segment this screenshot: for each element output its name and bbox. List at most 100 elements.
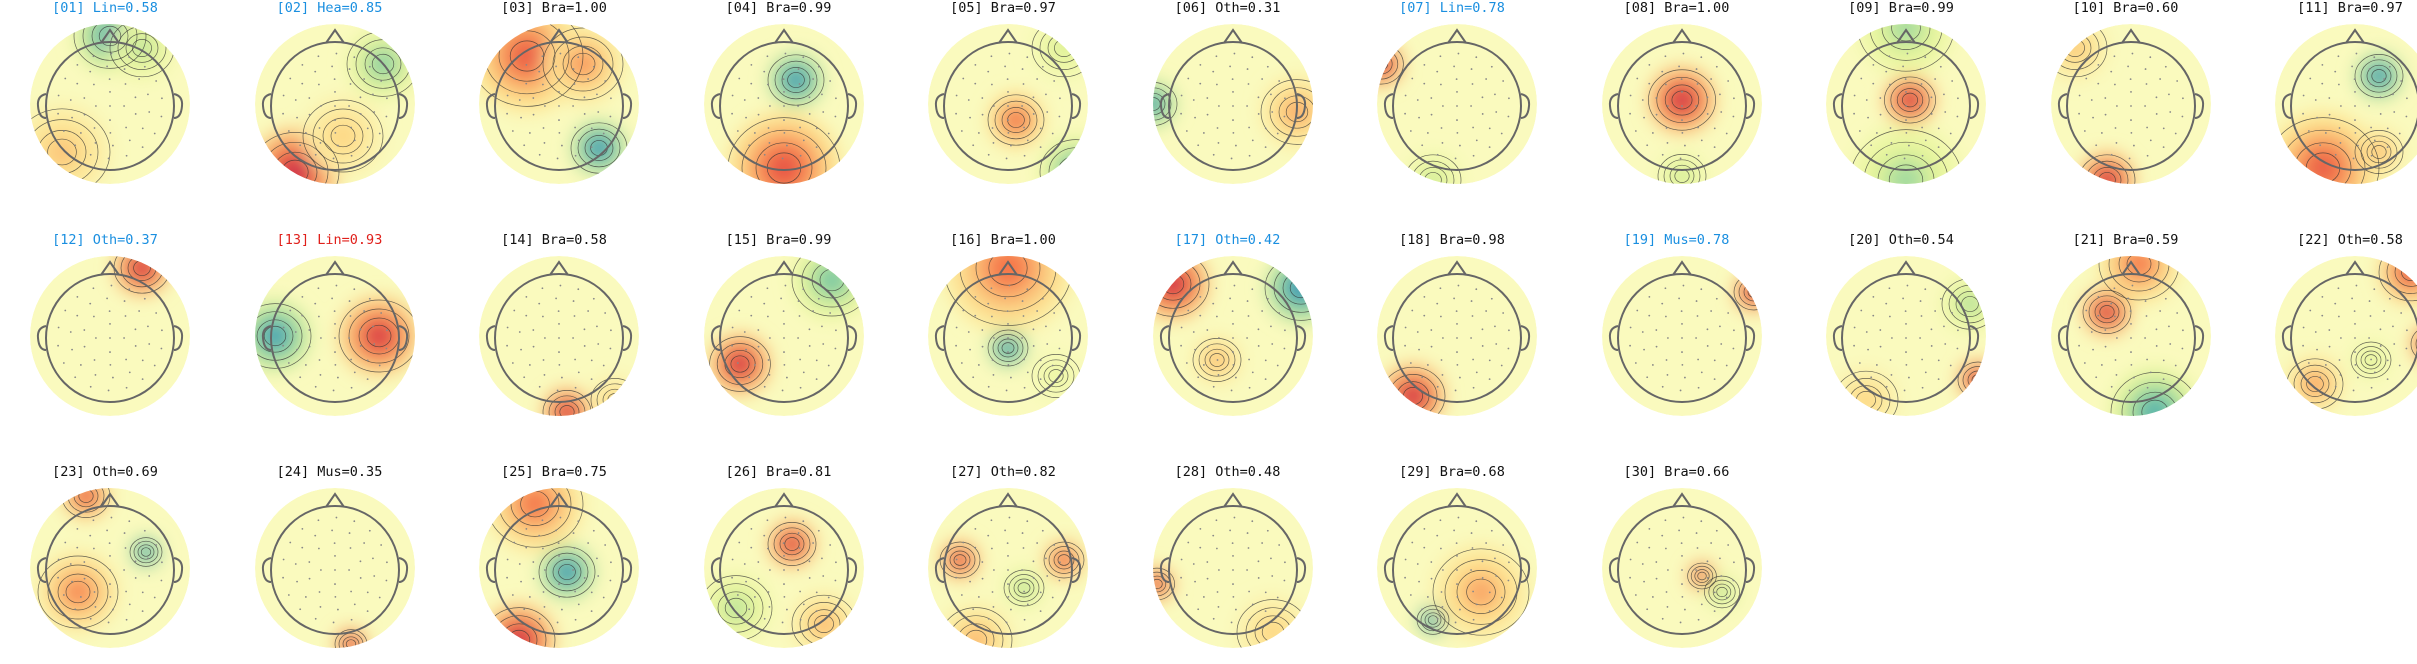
component-label: [29] Bra=0.68 (1399, 464, 1505, 480)
component-label: [13] Lin=0.93 (276, 232, 383, 248)
sensor-markers (1628, 516, 1735, 624)
sensor-markers (1628, 52, 1735, 160)
topomap (1377, 488, 1537, 648)
topomap (1601, 256, 1762, 416)
component-label: [12] Oth=0.37 (52, 232, 158, 248)
component-label: [16] Bra=1.00 (950, 232, 1056, 248)
topomap (928, 256, 1088, 416)
topomap (479, 24, 639, 184)
sensor-markers (1179, 516, 1286, 624)
component-cell: [13] Lin=0.93 (230, 232, 430, 432)
sensor-markers (1628, 284, 1735, 392)
activation-field (254, 488, 415, 648)
sensor-markers (506, 52, 612, 160)
component-cell: [11] Bra=0.97 (2250, 0, 2417, 200)
component-label: [22] Oth=0.58 (2297, 232, 2403, 248)
sensor-markers (281, 516, 388, 624)
head-outline (261, 260, 408, 403)
head-outline (1159, 260, 1306, 403)
topomap (1826, 256, 1986, 416)
component-label: [11] Bra=0.97 (2297, 0, 2403, 16)
sensor-markers (57, 516, 163, 624)
topomap (2275, 256, 2417, 416)
sensor-markers (506, 284, 612, 392)
topomap (928, 488, 1088, 648)
head-outline (934, 492, 1082, 635)
activation-field (1601, 488, 1762, 648)
head-outline (1608, 260, 1755, 403)
topomap (1377, 256, 1537, 416)
component-cell: [08] Bra=1.00 (1577, 0, 1777, 200)
topomap (30, 24, 190, 184)
head-outline (934, 260, 1082, 403)
component-cell: [16] Bra=1.00 (903, 232, 1103, 432)
topomap (2275, 24, 2417, 184)
component-cell: [04] Bra=0.99 (679, 0, 879, 200)
component-cell: [06] Oth=0.31 (1128, 0, 1328, 200)
head-outline (1832, 28, 1980, 171)
topomap (254, 256, 415, 416)
activation-field (30, 256, 190, 416)
head-outline (1159, 28, 1306, 171)
topomap (30, 488, 190, 648)
component-cell: [23] Oth=0.69 (5, 464, 205, 664)
head-outline (710, 492, 857, 635)
component-cell: [07] Lin=0.78 (1352, 0, 1552, 200)
head-outline (261, 492, 408, 635)
sensor-markers (2077, 284, 2184, 392)
component-cell: [22] Oth=0.58 (2250, 232, 2417, 432)
topomap (703, 488, 864, 648)
activation-field (703, 488, 864, 648)
component-label: [10] Bra=0.60 (2072, 0, 2179, 16)
sensor-markers (955, 52, 1061, 160)
sensor-markers (281, 52, 388, 160)
sensor-markers (1179, 52, 1286, 160)
component-cell: [20] Oth=0.54 (1801, 232, 2001, 432)
activation-field (1377, 24, 1537, 184)
component-cell: [19] Mus=0.78 (1577, 232, 1777, 432)
component-cell: [09] Bra=0.99 (1801, 0, 2001, 200)
component-cell: [14] Bra=0.58 (454, 232, 654, 432)
component-cell: [05] Bra=0.97 (903, 0, 1103, 200)
sensor-markers (506, 516, 612, 624)
component-cell: [10] Bra=0.60 (2026, 0, 2226, 200)
head-outline (36, 260, 184, 403)
head-outline (2057, 28, 2204, 171)
component-label: [06] Oth=0.31 (1174, 0, 1281, 16)
activation-field (928, 24, 1088, 184)
activation-field (30, 488, 190, 648)
component-label: [21] Bra=0.59 (2072, 232, 2179, 248)
head-outline (1608, 492, 1755, 635)
component-cell: [30] Bra=0.66 (1577, 464, 1777, 664)
component-label: [08] Bra=1.00 (1623, 0, 1730, 16)
component-cell: [28] Oth=0.48 (1128, 464, 1328, 664)
activation-field (1826, 24, 1986, 184)
activation-field (928, 488, 1088, 648)
topomap (30, 256, 190, 416)
topomap (254, 24, 415, 184)
topomap (1601, 24, 1762, 184)
component-label: [18] Bra=0.98 (1399, 232, 1505, 248)
component-label: [27] Oth=0.82 (950, 464, 1056, 480)
sensor-markers (1853, 52, 1959, 160)
topomap (254, 488, 415, 648)
component-label: [02] Hea=0.85 (276, 0, 383, 16)
activation-field (2050, 256, 2211, 416)
topomap (1826, 24, 1986, 184)
component-label: [28] Oth=0.48 (1174, 464, 1281, 480)
activation-field (1152, 24, 1313, 184)
topomap (479, 488, 639, 648)
sensor-markers (1179, 284, 1286, 392)
sensor-markers (955, 516, 1061, 624)
head-outline (1832, 260, 1980, 403)
component-cell: [02] Hea=0.85 (230, 0, 430, 200)
head-outline (1383, 260, 1531, 403)
head-outline (1608, 28, 1755, 171)
head-outline (1383, 28, 1531, 171)
head-outline (1159, 492, 1306, 635)
component-label: [19] Mus=0.78 (1623, 232, 1730, 248)
component-cell: [01] Lin=0.58 (5, 0, 205, 200)
activation-field (928, 256, 1088, 416)
sensor-markers (1404, 516, 1510, 624)
